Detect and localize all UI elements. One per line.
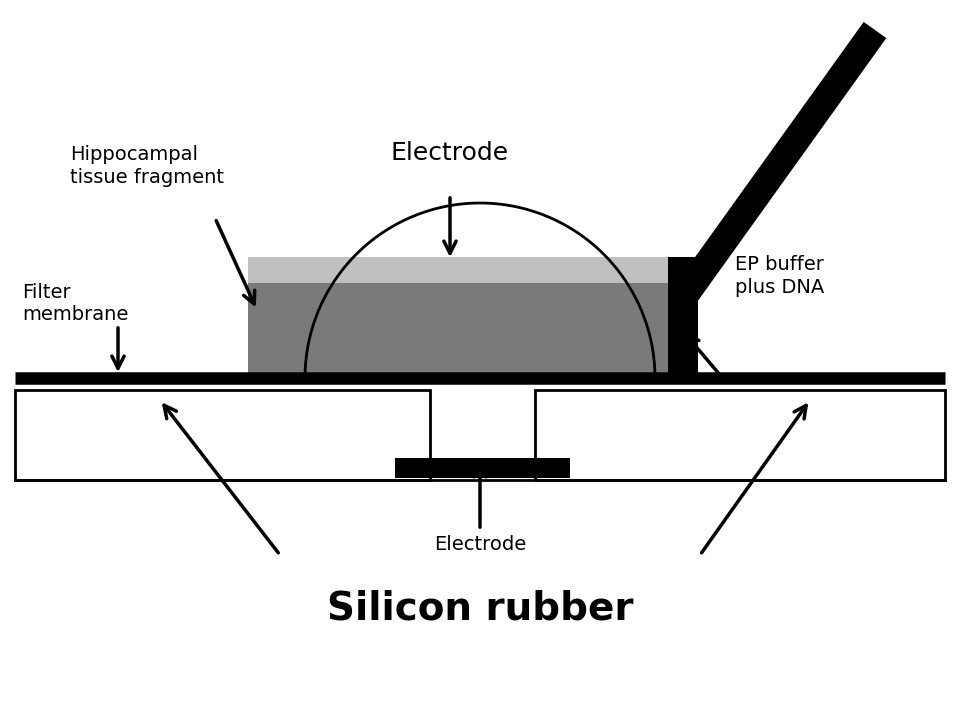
- Bar: [395, 458, 570, 478]
- Text: Electrode: Electrode: [391, 141, 509, 165]
- Text: plus DNA: plus DNA: [735, 278, 825, 297]
- Bar: [248, 257, 668, 283]
- Text: tissue fragment: tissue fragment: [70, 168, 224, 187]
- Text: EP buffer: EP buffer: [735, 255, 824, 274]
- Text: Electrode: Electrode: [434, 535, 526, 554]
- Bar: [535, 390, 945, 480]
- Text: Silicon rubber: Silicon rubber: [326, 590, 634, 628]
- Bar: [248, 283, 668, 378]
- Text: Filter: Filter: [22, 283, 71, 302]
- Bar: [668, 257, 698, 378]
- Bar: [15, 390, 430, 480]
- Text: membrane: membrane: [22, 305, 129, 324]
- Text: Hippocampal: Hippocampal: [70, 145, 198, 164]
